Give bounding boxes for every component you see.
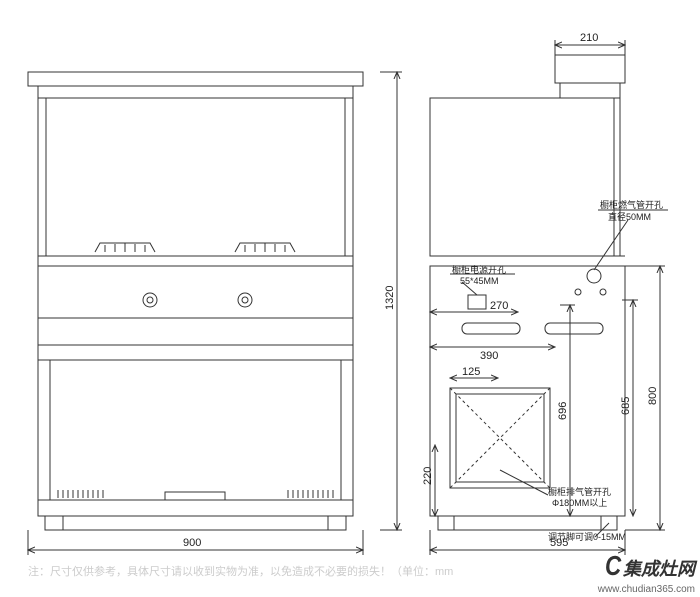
labels: 橱柜燃气管开孔 直径50MM 橱柜电源开孔 55*45MM 橱柜排气管开孔 Φ1… bbox=[450, 199, 668, 542]
gas-hole-label2: 直径50MM bbox=[608, 211, 651, 222]
power-hole-label1: 橱柜电源开孔 bbox=[452, 264, 506, 275]
foot-fl bbox=[45, 516, 63, 530]
foot-fr bbox=[328, 516, 346, 530]
vent-left bbox=[58, 490, 103, 498]
dim-270: 270 bbox=[490, 300, 508, 312]
power-hole-label2: 55*45MM bbox=[460, 276, 499, 286]
dim-900: 900 bbox=[183, 537, 201, 549]
watermark-url: www.chudian365.com bbox=[598, 584, 695, 595]
dim-696: 696 bbox=[557, 402, 569, 420]
watermark-text: 集成灶网 bbox=[623, 559, 695, 579]
dim-125: 125 bbox=[462, 366, 480, 378]
power-hole bbox=[468, 295, 486, 309]
gas-hole bbox=[587, 269, 601, 283]
dim-685: 685 bbox=[620, 397, 632, 415]
exhaust-label2: Φ180MM以上 bbox=[552, 498, 607, 508]
display-panel bbox=[165, 492, 225, 500]
front-view bbox=[28, 72, 363, 530]
side-view bbox=[430, 55, 625, 530]
dimensions: 900 210 595 1320 800 685 696 390 270 125… bbox=[28, 32, 665, 555]
knob-right bbox=[238, 293, 252, 307]
feet-adj-label: 调节脚可调0-15MM bbox=[548, 532, 626, 542]
vent-right bbox=[288, 490, 333, 498]
dim-800: 800 bbox=[647, 387, 659, 405]
engineering-drawing: 900 210 595 1320 800 685 696 390 270 125… bbox=[0, 0, 700, 597]
dim-390: 390 bbox=[480, 350, 498, 362]
footnote: 注：尺寸仅供参考，具体尺寸请以收到实物为准，以免造成不必要的损失！（单位：mm bbox=[28, 563, 453, 579]
dim-1320: 1320 bbox=[384, 286, 396, 310]
knob-left bbox=[143, 293, 157, 307]
watermark-logo: C集成灶网 bbox=[603, 550, 695, 582]
burner-left bbox=[95, 243, 155, 252]
dim-210: 210 bbox=[580, 32, 598, 44]
gas-hole-label1: 橱柜燃气管开孔 bbox=[600, 199, 663, 210]
burner-right bbox=[235, 243, 295, 252]
drawing-svg: 900 210 595 1320 800 685 696 390 270 125… bbox=[0, 0, 700, 597]
foot-sl bbox=[438, 516, 454, 530]
dim-220: 220 bbox=[422, 467, 434, 485]
exhaust-label1: 橱柜排气管开孔 bbox=[548, 486, 611, 497]
